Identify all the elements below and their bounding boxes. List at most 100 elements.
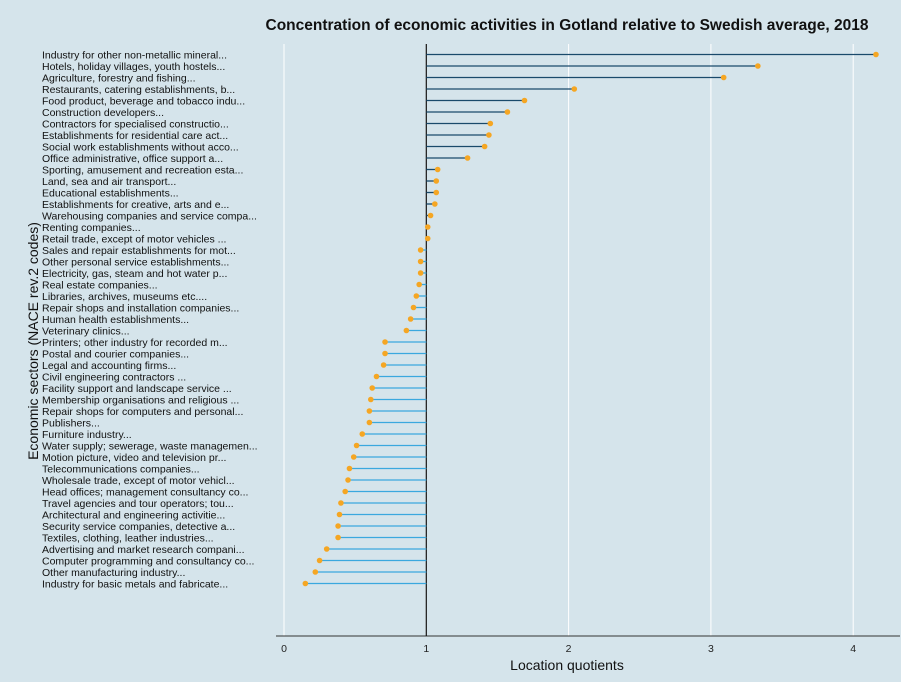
y-axis-title: Economic sectors (NACE rev.2 codes) — [25, 222, 41, 460]
category-label: Human health establishments... — [42, 314, 189, 326]
category-label: Land, sea and air transport... — [42, 176, 176, 188]
category-label: Sporting, amusement and recreation esta.… — [42, 164, 243, 176]
lollipop-point — [720, 74, 727, 81]
category-label: Libraries, archives, museums etc.... — [42, 291, 207, 303]
category-label: Industry for other non-metallic mineral.… — [42, 49, 227, 61]
lollipop-point — [413, 293, 420, 299]
lollipop-point — [504, 109, 511, 115]
lollipop-point — [433, 178, 440, 184]
lollipop-point — [323, 546, 330, 552]
category-label: Repair shops and installation companies.… — [42, 302, 239, 314]
lollipop-point — [312, 569, 319, 575]
x-axis-ticks: 0 1 2 3 4 — [281, 643, 856, 655]
x-tick-label-4: 4 — [850, 643, 856, 655]
lollipop-point — [350, 454, 357, 460]
category-label: Water supply; sewerage, waste managemen.… — [42, 440, 258, 452]
lollipop-point — [424, 224, 431, 230]
category-label: Construction developers... — [42, 107, 164, 119]
category-label: Publishers... — [42, 417, 100, 429]
lollipop-point — [486, 132, 492, 138]
category-label: Architectural and engineering activitie.… — [42, 509, 225, 521]
lollipop-point — [424, 235, 431, 242]
category-label: Repair shops for computers and personal.… — [42, 406, 243, 418]
lollipop-point — [417, 270, 424, 276]
x-tick-label-2: 2 — [566, 643, 572, 655]
lollipop-point — [369, 385, 376, 391]
lollipop-point — [464, 155, 471, 161]
category-label: Furniture industry... — [42, 429, 132, 441]
lollipop-point — [417, 258, 424, 265]
category-label: Sales and repair establishments for mot.… — [42, 245, 236, 257]
lollipop-point — [302, 580, 309, 587]
lollipop-point — [755, 63, 761, 69]
gridlines — [276, 44, 900, 637]
lollipop-point — [432, 201, 438, 207]
x-tick-label-1: 1 — [423, 643, 429, 655]
lollipop-point — [336, 511, 343, 518]
lollipop-point — [521, 97, 528, 104]
lollipop-point — [410, 304, 417, 311]
category-label: Facility support and landscape service .… — [42, 383, 232, 395]
category-label: Postal and courier companies... — [42, 348, 189, 360]
category-label: Motion picture, video and television pr.… — [42, 452, 226, 464]
category-label: Printers; other industry for recorded m.… — [42, 337, 228, 349]
lollipop-point — [382, 339, 388, 345]
lollipop-point — [359, 431, 366, 437]
category-label: Electricity, gas, steam and hot water p.… — [42, 268, 227, 280]
category-label: Restaurants, catering establishments, b.… — [42, 84, 235, 96]
category-label: Warehousing companies and service compa.… — [42, 210, 257, 222]
category-label: Other manufacturing industry... — [42, 567, 185, 579]
category-label: Hotels, holiday villages, youth hostels.… — [42, 61, 225, 73]
category-label: Social work establishments without acco.… — [42, 141, 239, 153]
category-label: Contractors for specialised constructio.… — [42, 118, 229, 130]
lollipop-point — [368, 396, 374, 403]
category-label: Establishments for residential care act.… — [42, 130, 228, 142]
lollipop-point — [434, 166, 441, 173]
category-label: Renting companies... — [42, 222, 141, 234]
chart-title: Concentration of economic activities in … — [266, 17, 869, 34]
lollipop-point — [316, 557, 323, 564]
category-label: Real estate companies... — [42, 279, 158, 291]
lollipop-point — [433, 189, 440, 196]
lollipop-point — [335, 534, 341, 541]
category-label: Establishments for creative, arts and e.… — [42, 199, 229, 211]
lollipop-point — [345, 477, 351, 483]
category-label: Agriculture, forestry and fishing... — [42, 72, 196, 84]
category-label: Textiles, clothing, leather industries..… — [42, 532, 214, 544]
x-axis-title: Location quotients — [510, 657, 624, 673]
lollipop-point — [380, 362, 387, 368]
x-tick-label-0: 0 — [281, 643, 287, 655]
lollipop-point — [382, 350, 388, 357]
category-label: Telecommunications companies... — [42, 463, 200, 475]
lollipop-point — [416, 281, 422, 288]
category-label: Head offices; management consultancy co.… — [42, 486, 248, 498]
lollipop-point — [417, 247, 424, 253]
category-label: Civil engineering contractors ... — [42, 371, 186, 383]
lollipop-point — [427, 212, 434, 219]
lollipop-point — [487, 120, 494, 127]
category-label: Educational establishments... — [42, 187, 179, 199]
x-tick-label-3: 3 — [708, 643, 714, 655]
lollipop-point — [366, 408, 373, 414]
category-label: Office administrative, office support a.… — [42, 153, 223, 165]
lollipop-point — [335, 523, 341, 529]
category-label: Veterinary clinics... — [42, 325, 130, 337]
lollipop-point — [338, 500, 344, 506]
category-label: Membership organisations and religious .… — [42, 394, 239, 406]
lollipop-stems — [305, 53, 876, 585]
lollipop-point — [346, 465, 353, 472]
category-label: Retail trade, except of motor vehicles .… — [42, 233, 226, 245]
lollipop-point — [403, 327, 410, 334]
category-label: Other personal service establishments... — [42, 256, 229, 268]
lollipop-point — [353, 442, 360, 449]
lollipop-point — [342, 488, 348, 495]
category-label: Advertising and market research compani.… — [42, 544, 245, 556]
category-label: Travel agencies and tour operators; tou.… — [42, 498, 234, 510]
category-label: Security service companies, detective a.… — [42, 521, 235, 533]
lollipop-point — [481, 143, 488, 150]
category-labels: Industry for other non-metallic mineral.… — [42, 49, 258, 590]
lollipop-points — [302, 51, 879, 587]
lollipop-point — [366, 419, 373, 426]
lollipop-point — [571, 86, 578, 92]
